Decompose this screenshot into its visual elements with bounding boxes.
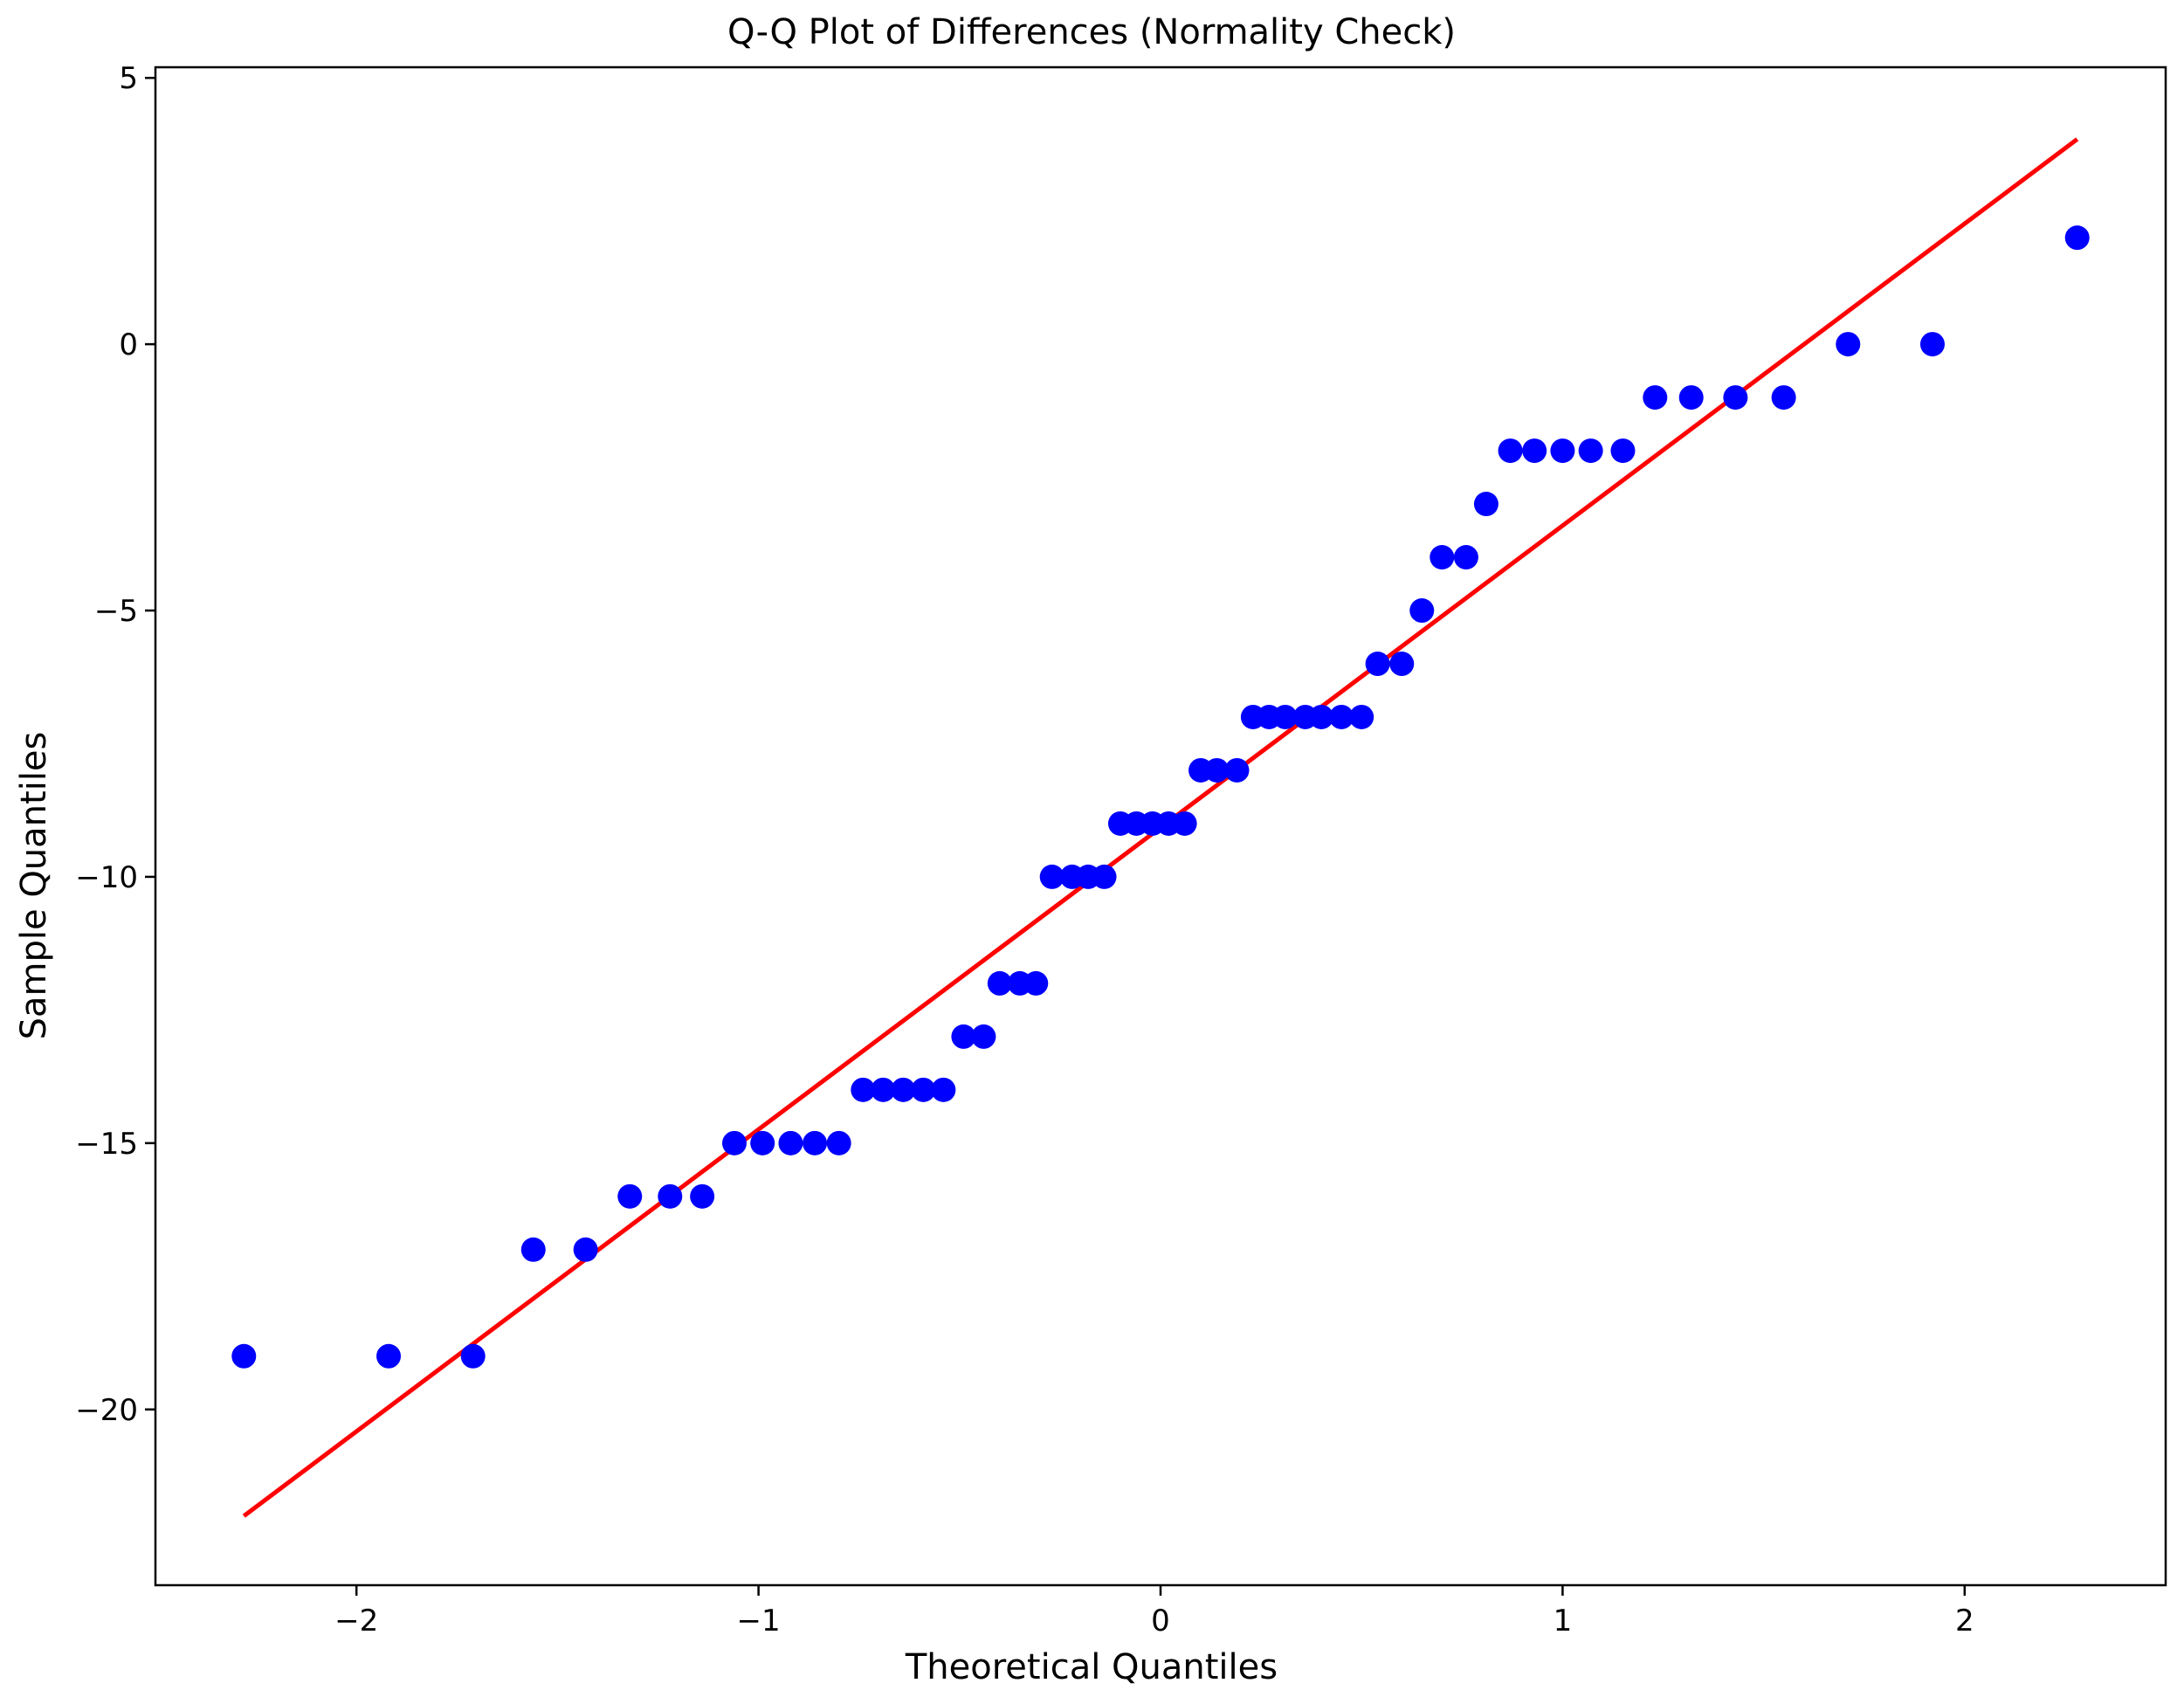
data-point: [931, 1077, 956, 1102]
data-point: [871, 1077, 896, 1102]
data-point: [520, 1237, 546, 1262]
data-point: [658, 1183, 683, 1209]
data-point: [891, 1077, 916, 1102]
chart-title: Q-Q Plot of Differences (Normality Check…: [727, 12, 1456, 52]
data-point: [1723, 385, 1748, 410]
data-point: [1522, 438, 1547, 464]
data-point: [1473, 492, 1498, 517]
x-tick-label: −1: [737, 1604, 781, 1638]
data-point: [1172, 811, 1197, 836]
data-point: [1610, 438, 1636, 464]
x-tick-label: 0: [1151, 1604, 1170, 1638]
x-axis-title: Theoretical Quantiles: [905, 1647, 1278, 1687]
data-point: [1643, 385, 1668, 410]
data-point: [1023, 970, 1049, 996]
data-point: [573, 1237, 598, 1262]
data-point: [1919, 332, 1945, 357]
data-point: [778, 1130, 803, 1155]
data-point: [1204, 757, 1230, 783]
data-point: [721, 1130, 747, 1155]
data-point: [1224, 757, 1250, 783]
y-tick-label: −5: [94, 594, 138, 629]
data-point: [1453, 545, 1478, 570]
data-point: [376, 1343, 402, 1369]
y-tick-label: −10: [75, 860, 138, 895]
data-point: [951, 1024, 976, 1049]
data-point: [1678, 385, 1704, 410]
data-point: [231, 1343, 257, 1369]
points-layer: [231, 225, 2090, 1369]
data-point: [1578, 438, 1603, 464]
data-point: [911, 1077, 936, 1102]
data-point: [1309, 704, 1334, 729]
y-tick-label: 0: [119, 328, 138, 362]
data-point: [803, 1130, 828, 1155]
data-point: [460, 1343, 486, 1369]
data-point: [1550, 438, 1575, 464]
x-tick-label: −2: [334, 1604, 378, 1638]
data-point: [826, 1130, 851, 1155]
data-point: [851, 1077, 876, 1102]
data-point: [2064, 225, 2090, 251]
data-point: [1039, 864, 1064, 889]
data-point: [1836, 332, 1861, 357]
data-point: [1092, 864, 1117, 889]
data-point: [1389, 652, 1415, 677]
data-point: [1771, 385, 1796, 410]
x-tick-label: 1: [1554, 1604, 1573, 1638]
data-point: [1329, 704, 1354, 729]
data-point: [1272, 704, 1298, 729]
x-axis: −2 −1 0 1 2: [334, 1585, 1974, 1638]
data-point: [987, 970, 1012, 996]
data-point: [750, 1130, 775, 1155]
y-axis: 5 0 −5 −10 −15 −20: [75, 61, 155, 1428]
data-point: [1498, 438, 1523, 464]
x-tick-label: 2: [1955, 1604, 1974, 1638]
data-point: [1409, 598, 1435, 624]
y-tick-label: 5: [119, 61, 138, 96]
data-point: [617, 1183, 643, 1209]
data-point: [971, 1024, 996, 1049]
data-point: [690, 1183, 715, 1209]
data-point: [1349, 704, 1374, 729]
y-axis-title: Sample Quantiles: [14, 732, 54, 1040]
y-tick-label: −20: [75, 1393, 138, 1428]
data-point: [1365, 652, 1390, 677]
y-tick-label: −15: [75, 1127, 138, 1162]
data-point: [1430, 545, 1455, 570]
